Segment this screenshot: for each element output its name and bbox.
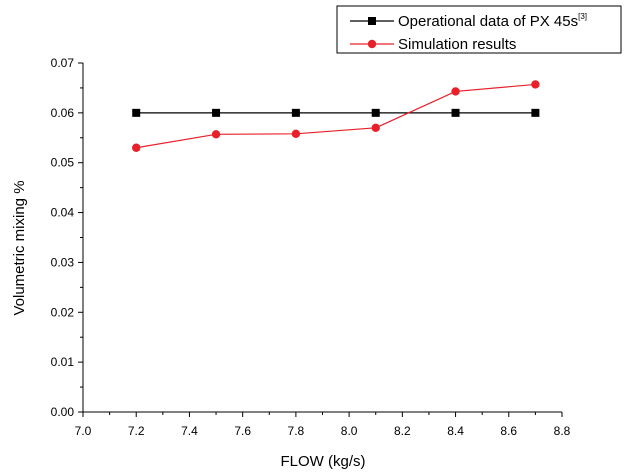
y-tick-label: 0.05	[51, 156, 75, 170]
legend-marker	[368, 17, 376, 25]
legend-marker	[367, 39, 377, 49]
y-tick-label: 0.03	[51, 255, 75, 269]
data-point	[212, 108, 221, 117]
data-point	[291, 129, 301, 138]
legend-item-2: Simulation results	[350, 36, 516, 53]
x-tick-label: 7.8	[288, 424, 305, 438]
x-ticks: 7.0 7.2 7.4 7.6 7.8 8.0 8.2 8.4 8.6 8.8	[75, 412, 571, 438]
data-point	[451, 87, 460, 96]
y-tick-label: 0.04	[51, 206, 75, 220]
x-tick-label: 7.4	[181, 424, 198, 438]
data-point	[211, 130, 221, 139]
data-point	[451, 108, 460, 117]
y-tick-label: 0.06	[51, 106, 75, 120]
series-1	[132, 108, 540, 117]
legend-items: Operational data of PX 45s[3] Simulation …	[350, 12, 587, 53]
legend-superscript: [3]	[578, 12, 587, 21]
x-tick-label: 7.2	[128, 424, 145, 438]
legend: Operational data of PX 45s[3] Simulation …	[336, 5, 622, 54]
data-point	[371, 108, 380, 117]
x-tick-label: 7.6	[234, 424, 251, 438]
data-point	[132, 108, 141, 117]
y-tick-label: 0.07	[51, 56, 75, 70]
legend-box	[336, 5, 622, 54]
y-tick-label: 0.02	[51, 305, 75, 319]
axes: 7.0 7.2 7.4 7.6 7.8 8.0 8.2 8.4 8.6 8.8 0.000.010…	[51, 56, 571, 438]
series-2	[132, 80, 540, 152]
data-point	[531, 80, 540, 89]
x-tick-label: 8.8	[554, 424, 571, 438]
x-tick-label: 8.0	[341, 424, 358, 438]
legend-item-1: Operational data of PX 45s[3]	[350, 12, 587, 30]
y-axis-title: Volumetric mixing %	[11, 180, 28, 315]
y-tick-label: 0.00	[51, 405, 75, 419]
x-tick-label: 7.0	[75, 424, 92, 438]
data-point	[291, 108, 300, 117]
series-line	[136, 83, 536, 149]
series-layer	[132, 80, 540, 152]
data-point	[132, 143, 141, 152]
data-point	[371, 123, 380, 133]
y-ticks: 0.00 0.01 0.02 0.03 0.04 0.05 0.06 0.07	[51, 56, 83, 419]
data-point	[531, 108, 540, 117]
legend-label: Simulation results	[398, 36, 516, 53]
x-axis-title: FLOW (kg/s)	[281, 453, 366, 470]
legend-label: Operational data of PX 45s[3]	[398, 12, 587, 30]
x-tick-label: 8.4	[447, 424, 464, 438]
x-tick-label: 8.2	[394, 424, 411, 438]
y-tick-label: 0.01	[51, 355, 75, 369]
x-tick-label: 8.6	[500, 424, 517, 438]
